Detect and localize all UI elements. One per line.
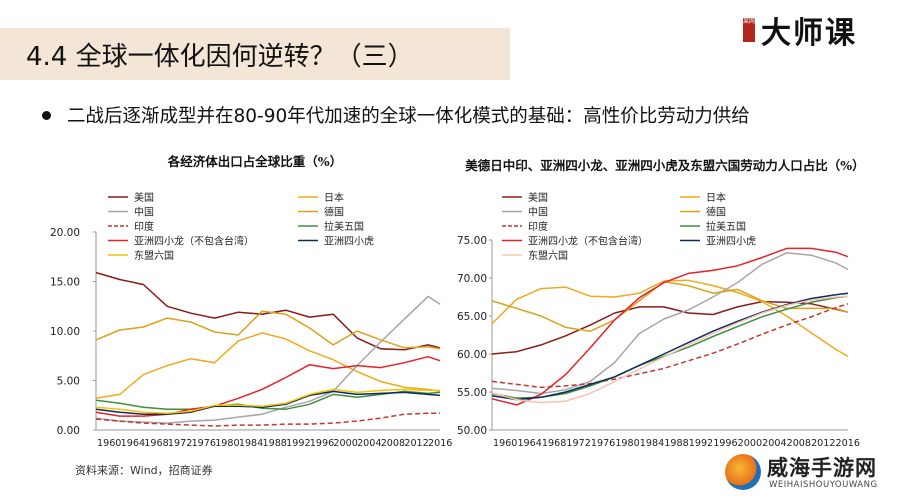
title-bar: 4.4 全球一体化因何逆转？（三） bbox=[0, 28, 510, 80]
chart-0-series-line bbox=[95, 412, 440, 427]
chart-0-y-tick-label: 5.00 bbox=[57, 376, 80, 388]
chart-0-x-tick-label: 2008 bbox=[381, 438, 405, 449]
chart-0-y-tick-label: 0.00 bbox=[57, 425, 80, 437]
chart-1-x-tick-label: 1972 bbox=[566, 438, 590, 449]
chart-0-x-tick-label: 1996 bbox=[310, 438, 334, 449]
chart-0-legend-label: 东盟六国 bbox=[134, 249, 174, 262]
chart-0-x-tick-label: 2012 bbox=[404, 438, 428, 449]
chart-0-x-tick-label: 2004 bbox=[357, 438, 381, 449]
chart-1-x-tick-label: 1992 bbox=[689, 438, 713, 449]
logo-seal: 某网 bbox=[743, 18, 755, 42]
chart-1-x-tick-label: 1988 bbox=[664, 438, 688, 449]
chart-0-x-tick-label: 2000 bbox=[333, 438, 357, 449]
chart-1-y-tick-label: 75.00 bbox=[457, 235, 487, 247]
chart-1-x-tick-label: 1968 bbox=[542, 438, 566, 449]
logo-text: 大师课 bbox=[761, 16, 857, 51]
chart-0-x-tick-label: 1984 bbox=[239, 438, 263, 449]
chart-0-x-tick-label: 2016 bbox=[428, 438, 452, 449]
chart-1-x-tick-label: 1976 bbox=[591, 438, 615, 449]
chart-0-y-tick-label: 10.00 bbox=[50, 326, 80, 338]
bullet-text: 二战后逐渐成型并在80-90年代加速的全球一体化模式的基础：高性价比劳动力供给 bbox=[67, 106, 750, 127]
chart-1-legend-label: 中国 bbox=[528, 206, 548, 219]
chart-1-x-tick-label: 2004 bbox=[762, 438, 786, 449]
chart-0-series-line bbox=[95, 355, 441, 417]
chart-1-series-line bbox=[491, 300, 849, 355]
chart-1-series-line bbox=[491, 303, 849, 389]
chart-1-legend-label: 拉美五国 bbox=[706, 220, 746, 233]
chart-1-y-tick-label: 65.00 bbox=[457, 311, 487, 323]
chart-1-legend-label: 日本 bbox=[706, 191, 726, 204]
chart-0-y-tick-label: 20.00 bbox=[50, 227, 80, 239]
chart-1-legend-label: 印度 bbox=[528, 220, 548, 233]
chart-0-legend-label: 亚洲四小虎 bbox=[324, 236, 374, 248]
chart-0-x-tick-label: 1972 bbox=[168, 438, 192, 449]
chart-1-x-tick-label: 1996 bbox=[713, 438, 737, 449]
chart-1-x-tick-label: 2008 bbox=[787, 438, 811, 449]
watermark: 威海手游网 WEIHAISHOUYOUWANG bbox=[725, 452, 895, 496]
bullet-point: 二战后逐渐成型并在80-90年代加速的全球一体化模式的基础：高性价比劳动力供给 bbox=[42, 102, 750, 128]
chart-0-x-tick-label: 1968 bbox=[144, 438, 168, 449]
chart-0-series-line bbox=[95, 332, 441, 400]
chart-1-series-line bbox=[491, 252, 849, 395]
page-title: 4.4 全球一体化因何逆转？（三） bbox=[26, 42, 414, 72]
chart-1-legend-label: 东盟六国 bbox=[528, 249, 568, 262]
watermark-logo-icon bbox=[725, 454, 761, 490]
chart-1-x-tick-label: 1960 bbox=[493, 438, 517, 449]
chart-0-series-line bbox=[95, 388, 440, 414]
chart-1-legend-label: 亚洲四小龙（不包含台湾） bbox=[528, 235, 648, 248]
chart-1-series-line bbox=[491, 247, 849, 406]
chart-0-x-tick-label: 1992 bbox=[286, 438, 310, 449]
chart-1-series-line bbox=[491, 281, 849, 332]
chart-0-x-tick-label: 1976 bbox=[192, 438, 216, 449]
chart-1-x-tick-label: 2000 bbox=[738, 438, 762, 449]
chart-1-x-tick-label: 1964 bbox=[517, 438, 541, 449]
chart-0-x-tick-label: 1960 bbox=[97, 438, 121, 449]
chart-left-title: 各经济体出口占全球比重（%） bbox=[167, 154, 343, 169]
watermark-name: 威海手游网 bbox=[767, 456, 877, 480]
chart-right-title: 美德日中印、亚洲四小龙、亚洲四小虎及东盟六国劳动力人口占比（%） bbox=[465, 158, 865, 173]
chart-1-y-tick-label: 60.00 bbox=[457, 349, 487, 361]
chart-0-legend-label: 亚洲四小龙（不包含台湾） bbox=[134, 235, 254, 248]
chart-0-x-tick-label: 1988 bbox=[262, 438, 286, 449]
chart-0-legend-label: 德国 bbox=[324, 206, 344, 219]
chart-0-legend-label: 拉美五国 bbox=[324, 220, 364, 233]
chart-1-series-line bbox=[491, 292, 849, 401]
chart-0-x-tick-label: 1980 bbox=[215, 438, 239, 449]
brand-logo: 某网 大师课 bbox=[735, 8, 885, 51]
chart-0-x-tick-label: 1964 bbox=[121, 438, 145, 449]
chart-1-y-tick-label: 50.00 bbox=[457, 425, 487, 437]
chart-1-x-tick-label: 2012 bbox=[811, 438, 835, 449]
chart-0-series-line bbox=[95, 310, 441, 350]
chart-1-x-tick-label: 1984 bbox=[640, 438, 664, 449]
bullet-dot-icon bbox=[42, 110, 51, 120]
chart-1-legend-label: 美国 bbox=[528, 191, 548, 204]
chart-0-legend-label: 日本 bbox=[324, 191, 344, 204]
chart-1-legend-label: 亚洲四小虎 bbox=[706, 236, 756, 248]
source-note: 资料来源：Wind，招商证券 bbox=[75, 464, 213, 477]
watermark-sub: WEIHAISHOUYOUWANG bbox=[769, 480, 878, 490]
chart-0-legend-label: 中国 bbox=[134, 206, 154, 219]
chart-1-series-line bbox=[491, 295, 849, 399]
chart-1-series-line bbox=[491, 295, 849, 404]
chart-1-x-tick-label: 1980 bbox=[615, 438, 639, 449]
chart-0-legend-label: 印度 bbox=[134, 220, 154, 233]
chart-0-series-line bbox=[95, 390, 441, 415]
chart-0-series-line bbox=[95, 295, 441, 424]
chart-0-y-tick-label: 15.00 bbox=[50, 277, 80, 289]
chart-1-y-tick-label: 55.00 bbox=[457, 387, 487, 399]
chart-1-x-tick-label: 2016 bbox=[836, 438, 860, 449]
chart-1-y-tick-label: 70.00 bbox=[457, 273, 487, 285]
chart-1-legend-label: 德国 bbox=[706, 206, 726, 219]
chart-0-legend-label: 美国 bbox=[134, 191, 154, 204]
chart-1-series-line bbox=[491, 279, 849, 357]
